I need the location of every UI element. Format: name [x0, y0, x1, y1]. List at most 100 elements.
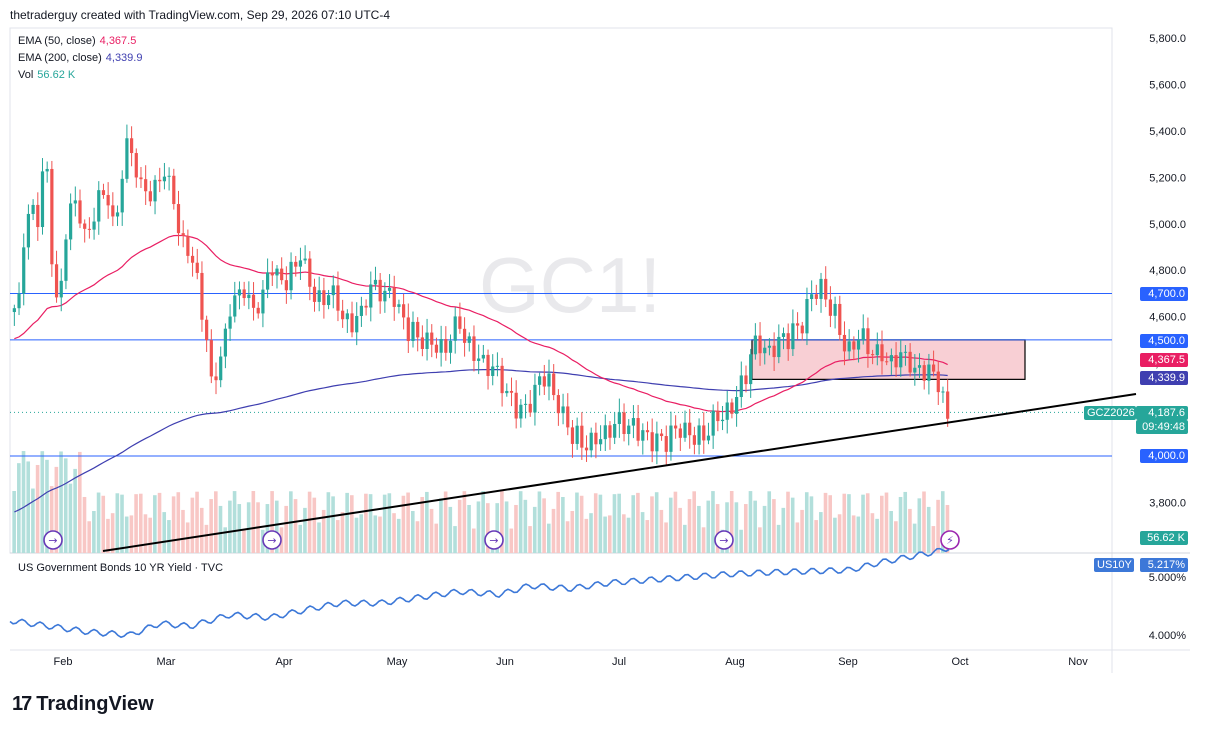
volume-bar	[833, 517, 837, 553]
candle-body	[810, 294, 814, 300]
volume-bar	[340, 512, 345, 553]
ema50-line[interactable]	[14, 234, 948, 413]
candle-body	[59, 280, 63, 298]
candle-body	[631, 418, 636, 426]
candle-body	[303, 258, 307, 261]
volume-bar	[350, 495, 354, 553]
candle-body	[383, 290, 387, 302]
volume-bar	[335, 520, 340, 553]
candle-body	[528, 403, 532, 413]
candle-body	[575, 425, 579, 444]
volume-bar	[678, 507, 682, 553]
candle-body	[106, 195, 110, 206]
volume-bar	[692, 491, 696, 553]
volume-bar	[265, 504, 270, 553]
volume-bar	[223, 527, 227, 553]
candle-body	[875, 344, 879, 356]
candle-body	[514, 392, 518, 419]
candle-body	[589, 432, 593, 451]
candle-body	[158, 179, 162, 182]
candle-body	[580, 425, 584, 448]
candle-body	[584, 447, 589, 451]
time-axis-label: May	[387, 656, 408, 668]
candle-body	[364, 305, 368, 308]
candle-body	[702, 425, 706, 441]
volume-bar	[307, 491, 312, 553]
arrow-right-circle-icon[interactable]	[262, 530, 282, 550]
candle-body	[636, 418, 640, 441]
tradingview-logo[interactable]: 17 TradingView	[12, 693, 154, 716]
volume-bar	[579, 495, 584, 553]
volume-bar	[767, 491, 772, 553]
ema200-legend[interactable]: EMA (200, close) 4,339.9	[18, 52, 142, 64]
volume-bar	[21, 451, 26, 553]
candle-body	[659, 433, 664, 437]
candle-body	[917, 365, 922, 368]
volume-bar	[729, 491, 734, 553]
candle-body	[533, 384, 537, 413]
candle-body	[298, 260, 303, 267]
arrow-right-circle-icon[interactable]	[43, 530, 63, 550]
candle-body	[92, 221, 96, 230]
candle-body	[397, 304, 401, 307]
candle-body	[444, 339, 448, 353]
candle-body	[266, 272, 270, 290]
candle-body	[26, 213, 31, 248]
volume-bar	[518, 491, 523, 553]
volume-bar	[354, 517, 359, 553]
candle-body	[111, 205, 115, 217]
ema50-tag: 4,367.5	[1140, 353, 1188, 367]
candle-body	[411, 321, 415, 342]
volume-bar	[387, 493, 392, 553]
candle-body	[205, 319, 209, 341]
volume-bar	[865, 493, 870, 553]
volume-bar	[45, 459, 49, 553]
candle-body	[674, 425, 678, 429]
candle-body	[908, 351, 912, 373]
candle-body	[936, 371, 940, 393]
yield-pane-title[interactable]: US Government Bonds 10 YR Yield · TVC	[18, 562, 224, 574]
yield-value-tag: 5.217%	[1140, 558, 1188, 572]
candle-body	[40, 171, 45, 228]
volume-bar	[167, 520, 171, 553]
support-trendline[interactable]	[102, 393, 1137, 552]
volume-legend[interactable]: Vol 56.62 K	[18, 69, 75, 81]
candle-body	[439, 339, 443, 353]
candle-body	[753, 335, 757, 355]
candle-body	[195, 262, 199, 273]
volume-bar	[143, 514, 148, 553]
arrow-right-circle-icon[interactable]	[714, 530, 734, 550]
volume-bar	[809, 496, 814, 553]
volume-bar	[321, 509, 326, 553]
time-axis-label: Nov	[1068, 656, 1088, 668]
candle-body	[594, 432, 598, 445]
candle-body	[795, 323, 800, 326]
candle-body	[120, 178, 124, 213]
candle-body	[125, 138, 129, 179]
volume-bar	[148, 517, 152, 553]
volume-bar	[176, 492, 181, 553]
ema200-label: EMA (200, close)	[18, 52, 102, 64]
volume-bar	[645, 520, 650, 553]
volume-bar	[232, 491, 237, 553]
arrow-right-circle-icon[interactable]	[484, 530, 504, 550]
candle-body	[664, 436, 668, 452]
time-axis-label: Feb	[54, 656, 73, 668]
lightning-icon[interactable]	[940, 530, 960, 550]
ema200-line[interactable]	[14, 368, 948, 513]
candle-body	[735, 397, 739, 414]
ema50-legend[interactable]: EMA (50, close) 4,367.5	[18, 35, 136, 47]
candle-body	[683, 422, 687, 438]
candle-body	[87, 228, 91, 230]
volume-bar	[396, 518, 401, 553]
candle-body	[645, 430, 650, 433]
candle-body	[842, 334, 847, 352]
candle-body	[406, 317, 410, 342]
resistance-zone[interactable]	[751, 339, 1026, 380]
yield-line[interactable]	[9, 547, 950, 639]
candle-body	[129, 138, 134, 154]
volume-bar	[528, 526, 532, 553]
volume-bar	[298, 524, 303, 553]
volume-bar	[373, 515, 378, 553]
